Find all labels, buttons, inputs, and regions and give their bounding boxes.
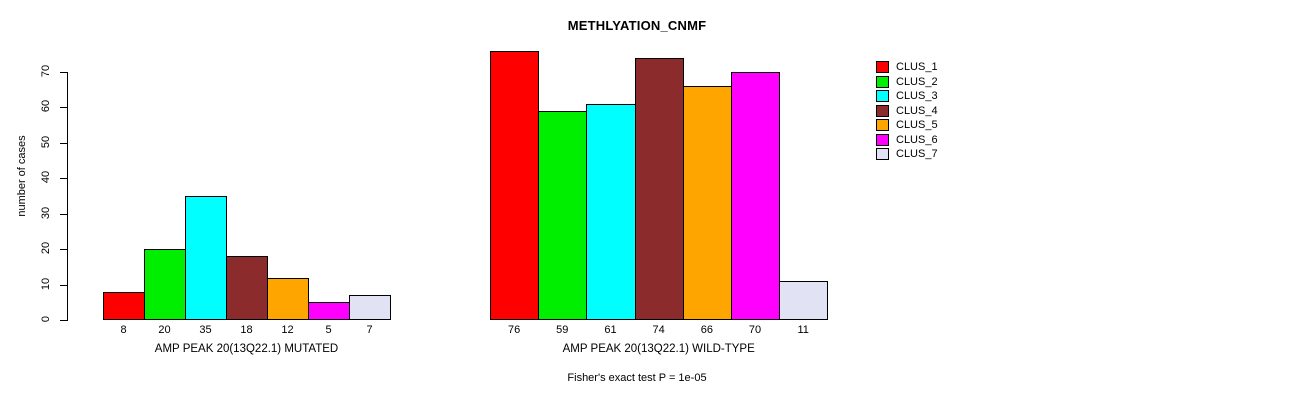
legend-label: CLUS_7 <box>896 148 938 161</box>
y-axis-tick-label: 10 <box>40 277 52 290</box>
bar <box>634 57 684 320</box>
bar <box>103 291 145 320</box>
legend-color-swatch <box>876 148 889 161</box>
y-axis-line <box>67 72 68 321</box>
y-axis-tick <box>60 107 67 109</box>
legend-item: CLUS_4 <box>876 104 938 119</box>
x-tick-label: 66 <box>700 324 713 336</box>
bar <box>538 110 588 320</box>
legend-label: CLUS_6 <box>896 133 938 146</box>
x-tick-labels-wildtype: 76 59 61 74 66 70 11 <box>490 323 827 337</box>
x-tick-label: 74 <box>652 324 665 336</box>
y-axis-title: number of cases <box>16 135 28 217</box>
y-axis-tick-label: 0 <box>40 315 52 323</box>
legend-item: CLUS_2 <box>876 75 938 90</box>
legend-item: CLUS_5 <box>876 118 938 133</box>
legend-label: CLUS_5 <box>896 119 938 132</box>
y-axis-tick-label: 50 <box>40 135 52 148</box>
bar <box>267 277 309 320</box>
x-tick-label: 7 <box>366 324 373 336</box>
legend-color-swatch <box>876 75 889 88</box>
y-axis-tick-label-wrap: 60 <box>36 100 56 114</box>
legend-color-swatch <box>876 61 889 74</box>
y-axis-tick-label-wrap: 50 <box>36 136 56 150</box>
y-axis-tick-label-wrap: 30 <box>36 207 56 221</box>
x-tick-label: 5 <box>325 324 332 336</box>
legend-label: CLUS_4 <box>896 104 938 117</box>
y-axis-tick <box>60 72 67 73</box>
bar <box>682 86 732 320</box>
y-axis-tick-label: 60 <box>40 100 52 113</box>
bar-group-mutated <box>103 72 391 320</box>
y-axis-tick-label: 70 <box>40 64 52 78</box>
legend-color-swatch <box>876 119 889 132</box>
legend-item: CLUS_3 <box>876 89 938 104</box>
y-axis-tick <box>60 178 67 180</box>
y-axis-tick-label-wrap: 70 <box>36 65 56 79</box>
bar <box>730 72 781 320</box>
x-tick-label: 20 <box>158 324 171 336</box>
y-axis-tick-label-wrap: 0 <box>36 313 56 327</box>
legend-item: CLUS_7 <box>876 147 938 162</box>
x-tick-label: 18 <box>240 324 253 336</box>
x-axis-title-mutated: AMP PEAK 20(13Q22.1) MUTATED <box>154 343 339 355</box>
x-tick-label: 11 <box>797 324 809 336</box>
y-axis-tick <box>60 249 67 251</box>
legend-item: CLUS_6 <box>876 133 938 148</box>
x-tick-label: 76 <box>507 324 521 336</box>
x-axis-title-wildtype: AMP PEAK 20(13Q22.1) WILD-TYPE <box>562 343 755 355</box>
legend-label: CLUS_1 <box>896 61 938 74</box>
x-tick-label: 61 <box>604 324 617 336</box>
bar <box>349 295 391 320</box>
y-axis-tick-label-wrap: 10 <box>36 277 56 292</box>
legend-item: CLUS_1 <box>876 60 938 75</box>
y-axis-tick <box>60 142 67 144</box>
chart-title: METHLYATION_CNMF <box>567 18 707 33</box>
y-axis-tick-label: 20 <box>40 242 52 255</box>
y-axis-tick <box>60 320 67 321</box>
legend-color-swatch <box>876 104 889 117</box>
x-tick-label: 12 <box>281 324 294 336</box>
x-tick-label: 35 <box>199 324 212 336</box>
bar <box>185 196 227 320</box>
bar <box>308 302 350 320</box>
x-tick-labels-mutated: 8 20 35 18 12 5 7 <box>103 323 390 337</box>
legend-color-swatch <box>876 90 889 103</box>
fisher-test-annotation: Fisher's exact test P = 1e-05 <box>567 372 707 384</box>
bar <box>226 256 268 320</box>
legend-color-swatch <box>876 133 889 146</box>
legend-label: CLUS_3 <box>896 90 938 103</box>
y-axis-tick-label-wrap: 40 <box>36 171 56 185</box>
x-tick-label: 8 <box>120 324 127 336</box>
y-axis-tick-label-wrap: 20 <box>36 242 56 256</box>
bar <box>490 50 540 320</box>
bar <box>586 103 636 320</box>
x-tick-label: 59 <box>556 324 569 336</box>
legend: CLUS_1 CLUS_2 CLUS_3 CLUS_4 CLUS_5 CLUS_6 CLUS… <box>876 60 938 162</box>
y-axis-tick-label: 30 <box>40 206 52 219</box>
bar-group-wildtype <box>490 50 829 320</box>
bar <box>144 249 186 320</box>
x-tick-label: 70 <box>748 324 762 336</box>
y-axis-tick-label: 40 <box>40 171 52 184</box>
y-axis-tick <box>60 213 67 215</box>
bar <box>779 281 829 320</box>
legend-label: CLUS_2 <box>896 75 938 88</box>
y-axis-tick <box>60 284 67 286</box>
